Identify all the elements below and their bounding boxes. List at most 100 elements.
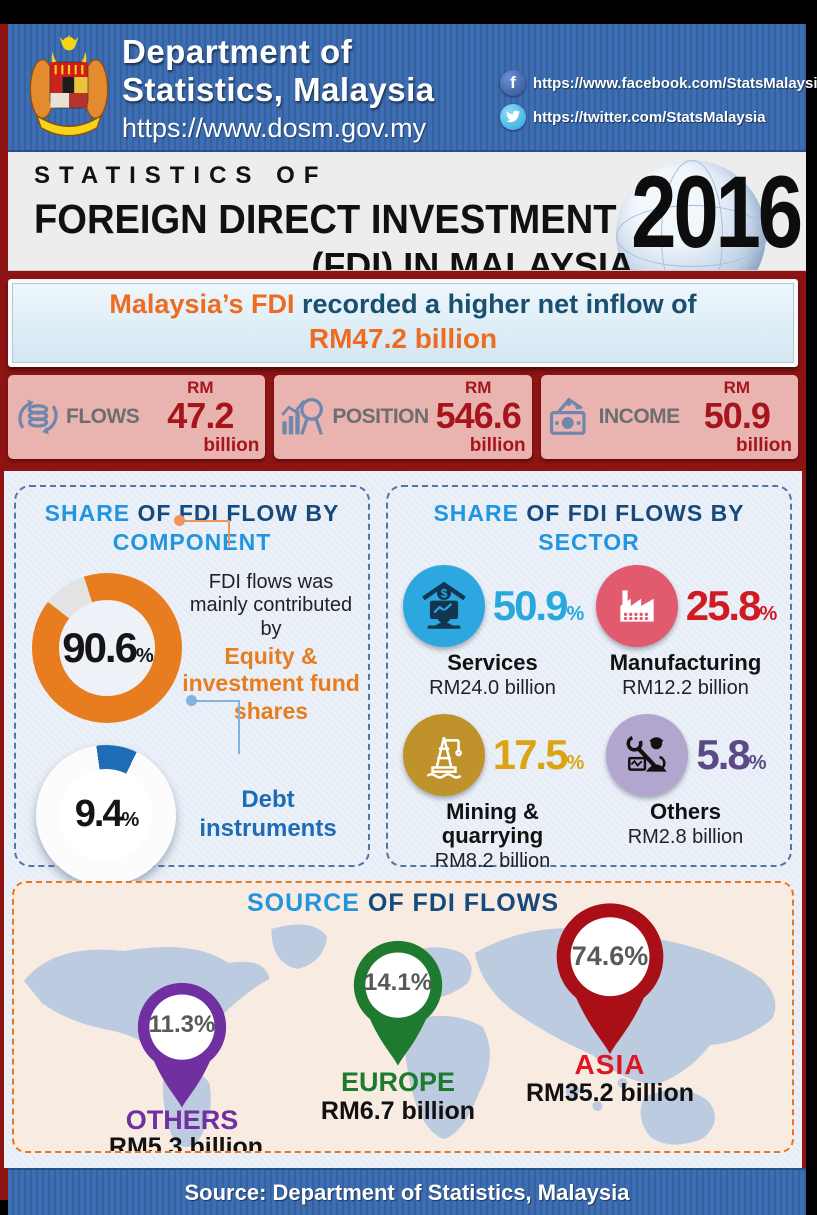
title-part: SHARE [44, 500, 131, 526]
equity-note: FDI flows was mainly contributed by Equi… [182, 571, 360, 725]
title-part: SECTOR [538, 528, 640, 555]
percent-sign: % [566, 751, 584, 774]
leader-dot [174, 515, 185, 526]
percent-sign: % [410, 969, 433, 996]
year-label: 2016 [631, 155, 803, 269]
percent-sign: % [121, 809, 140, 832]
stat-box-position: POSITION RM 546.6 billion [274, 375, 532, 459]
leader-line [194, 700, 240, 754]
twitter-row: https://twitter.com/StatsMalaysia [500, 104, 800, 130]
facebook-url: https://www.facebook.com/StatsMalaysia [533, 74, 817, 92]
asia-amount-label: RM35.2 billion [525, 1079, 695, 1107]
services-amount: RM24.0 billion [429, 676, 556, 699]
europe-amount-label: RM6.7 billion [320, 1097, 476, 1125]
poster-frame: Department of Statistics, Malaysia https… [0, 24, 817, 1215]
equity-share-value: 90.6 [62, 623, 138, 671]
services-name: Services [447, 649, 538, 675]
sector-mining: 17.5% Mining & quarrying RM8.2 billion [396, 713, 589, 873]
flows-icon [18, 399, 58, 435]
debt-label: Debt instruments [199, 786, 337, 842]
leader-dot [186, 695, 197, 706]
title-part: OF FDI FLOWS [359, 889, 560, 917]
percent-sign: % [748, 751, 767, 774]
pin-europe: 14.1% [350, 939, 446, 1078]
manufacturing-name: Manufacturing [609, 649, 762, 675]
source-panel-title: SOURCE OF FDI FLOWS [14, 889, 792, 918]
equity-note-plain: FDI flows was mainly contributed by [189, 570, 353, 640]
manufacturing-amount: RM12.2 billion [622, 676, 749, 699]
title-section: STATISTICS OF FOREIGN DIRECT INVESTMENT … [8, 152, 806, 271]
svg-text:$: $ [440, 586, 447, 600]
twitter-icon [500, 104, 526, 130]
manufacturing-share-value: 25.8 [685, 581, 762, 629]
facebook-icon: f [500, 70, 526, 96]
stat-unit: billion [203, 435, 260, 456]
equity-note-highlight: Equity & investment fund shares [182, 643, 360, 724]
sector-manufacturing: 25.8% Manufacturing RM12.2 billion [589, 564, 782, 700]
stat-value: 50.9 [703, 395, 771, 436]
debt-donut-row: 9.4% Debt instruments [24, 695, 360, 885]
title-part: OF FDI FLOWS BY [518, 500, 745, 526]
income-icon [549, 397, 586, 435]
others-amount-label: RM5.3 billion [108, 1133, 264, 1153]
percent-sign: % [194, 1011, 216, 1038]
services-icon: $ [402, 564, 485, 647]
europe-region-label: EUROPE [340, 1067, 456, 1097]
equity-donut-chart: 90.6% [32, 572, 182, 723]
stat-boxes: FLOWS RM 47.2 billion POSITION RM 546.6 … [0, 373, 806, 471]
title-line3: (FDI) IN MALAYSIA [311, 245, 634, 271]
banner-rest: recorded a higher net inflow of [294, 289, 697, 319]
services-share-value: 50.9 [492, 581, 569, 629]
sector-services: $ 50.9% Services RM24.0 billion [396, 564, 589, 700]
panels-row: SHARE OF FDI FLOW BY COMPONENT 90.6% FDI… [4, 471, 802, 885]
stat-currency: RM [187, 378, 214, 397]
mining-icon [402, 713, 485, 796]
org-url: https://www.dosm.gov.my [122, 112, 427, 143]
footer: Source: Department of Statistics, Malays… [8, 1168, 806, 1215]
equity-donut-row: 90.6% FDI flows was mainly contributed b… [24, 515, 360, 725]
component-panel: SHARE OF FDI FLOW BY COMPONENT 90.6% FDI… [14, 485, 370, 885]
title-part: COMPONENT [112, 528, 272, 555]
stat-currency: RM [464, 378, 492, 397]
stat-unit: billion [736, 435, 792, 456]
mining-amount: RM8.2 billion [434, 850, 551, 873]
others-source-value: 11.3 [148, 1011, 195, 1038]
title-part: OF FDI FLOW BY [130, 500, 340, 526]
mining-share-value: 17.5 [492, 730, 569, 778]
title-part: SOURCE [246, 889, 360, 917]
others-amount: RM2.8 billion [627, 825, 744, 848]
title-line1: STATISTICS OF [34, 162, 328, 189]
asia-region-label: ASIA [574, 1049, 646, 1080]
others-share-value: 5.8 [696, 730, 750, 778]
asia-source-value: 74.6 [571, 941, 625, 971]
stat-currency: RM [723, 378, 751, 397]
title-line2: FOREIGN DIRECT INVESTMENT [34, 196, 617, 242]
manufacturing-icon [595, 564, 678, 647]
percent-sign: % [759, 602, 777, 625]
stat-box-income: INCOME RM 50.9 billion [540, 375, 798, 459]
others-name: Others [650, 798, 721, 824]
map-row: SOURCE OF FDI FLOWS [4, 879, 802, 1168]
header: Department of Statistics, Malaysia https… [8, 24, 817, 152]
banner-highlight: Malaysia’s FDI [109, 289, 295, 319]
stat-label: POSITION [332, 405, 429, 428]
percent-sign: % [624, 941, 649, 971]
others-icon [606, 713, 689, 796]
sector-panel: SHARE OF FDI FLOWS BY SECTOR $ [386, 485, 792, 872]
leader-line [182, 520, 230, 546]
pin-asia: 74.6% [552, 901, 668, 1068]
others-region-label: OTHERS [125, 1105, 239, 1135]
footer-source: Source: Department of Statistics, Malays… [184, 1179, 630, 1205]
stat-label: INCOME [598, 405, 681, 428]
percent-sign: % [566, 602, 584, 625]
stat-unit: billion [469, 435, 526, 456]
stat-label: FLOWS [66, 405, 140, 428]
title-part: SHARE [433, 500, 519, 526]
facebook-row: f https://www.facebook.com/StatsMalaysia [500, 70, 817, 96]
percent-sign: % [135, 644, 154, 667]
mining-name: Mining & quarrying [441, 798, 544, 848]
stat-value: 546.6 [435, 395, 522, 436]
banner-row: Malaysia’s FDI recorded a higher net inf… [0, 271, 806, 373]
debt-donut-chart: 9.4% [36, 744, 176, 885]
malaysia-coat-of-arms-logo [29, 34, 109, 137]
